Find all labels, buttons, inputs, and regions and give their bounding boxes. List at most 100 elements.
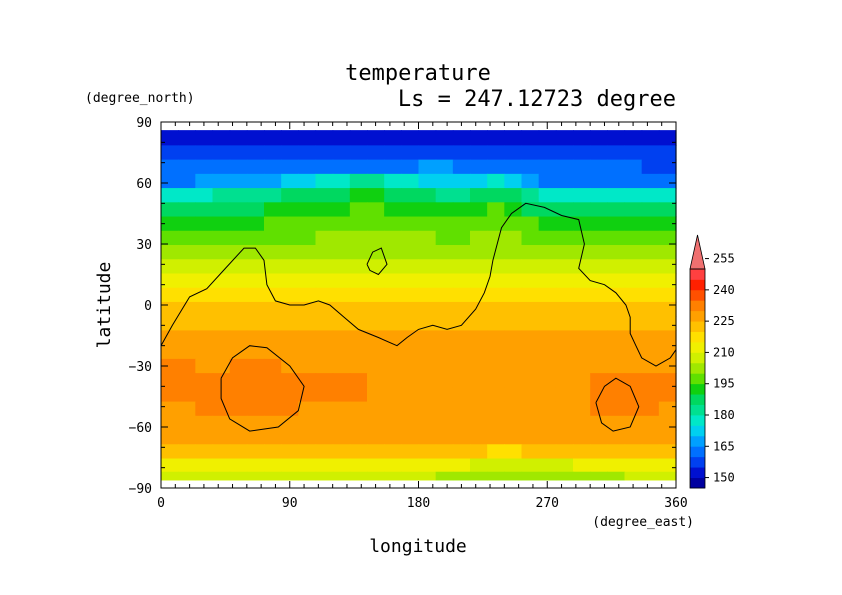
- x-tick-label: 90: [282, 496, 298, 511]
- heatmap-cell: [573, 159, 591, 175]
- heatmap-cell: [332, 316, 351, 332]
- heatmap-cell: [246, 159, 265, 175]
- heatmap-cell: [555, 245, 574, 260]
- heatmap-cell: [332, 216, 351, 232]
- heatmap-cell: [212, 216, 231, 232]
- heatmap-cell: [470, 471, 488, 481]
- heatmap-cell: [624, 245, 643, 260]
- heatmap-cell: [229, 202, 248, 218]
- heatmap-cell: [161, 330, 179, 346]
- heatmap-cell: [504, 230, 523, 246]
- heatmap-cell: [521, 344, 540, 360]
- heatmap-cell: [658, 159, 677, 175]
- heatmap-cell: [264, 444, 282, 460]
- heatmap-cell: [367, 273, 385, 289]
- heatmap-cell: [607, 130, 626, 146]
- heatmap-cell: [178, 287, 196, 303]
- chart-subtitle: Ls = 247.12723 degree: [398, 87, 676, 112]
- heatmap-cell: [401, 458, 420, 473]
- heatmap-cell: [298, 287, 317, 303]
- heatmap-cell: [418, 358, 437, 374]
- heatmap-cell: [264, 458, 282, 473]
- heatmap-cell: [281, 202, 299, 218]
- heatmap-cell: [195, 273, 214, 289]
- heatmap-cell: [229, 188, 248, 203]
- heatmap-cell: [658, 401, 677, 417]
- heatmap-cell: [555, 145, 574, 161]
- y-tick-label: 30: [136, 238, 152, 253]
- heatmap-cell: [246, 188, 265, 203]
- heatmap-cell: [332, 159, 351, 175]
- heatmap-cell: [573, 273, 591, 289]
- heatmap-cell: [349, 401, 368, 417]
- colorbar-tick-label: 180: [713, 408, 735, 422]
- heatmap-cell: [367, 358, 385, 374]
- heatmap-cell: [349, 471, 368, 481]
- heatmap-cell: [573, 373, 591, 388]
- heatmap-cell: [418, 301, 437, 317]
- heatmap-cell: [178, 471, 196, 481]
- heatmap-cell: [178, 202, 196, 218]
- heatmap-field: [161, 130, 677, 481]
- heatmap-cell: [161, 159, 179, 175]
- heatmap-cell: [315, 458, 334, 473]
- heatmap-cell: [401, 471, 420, 481]
- heatmap-cell: [573, 458, 591, 473]
- heatmap-cell: [418, 145, 437, 161]
- heatmap-cell: [504, 287, 523, 303]
- heatmap-cell: [470, 344, 488, 360]
- heatmap-cell: [367, 216, 385, 232]
- heatmap-cell: [384, 458, 402, 473]
- heatmap-cell: [607, 159, 626, 175]
- colorbar-segment: [690, 289, 705, 301]
- heatmap-cell: [470, 259, 488, 275]
- heatmap-cell: [470, 245, 488, 260]
- heatmap-cell: [264, 230, 282, 246]
- heatmap-cell: [315, 259, 334, 275]
- heatmap-cell: [470, 415, 488, 431]
- heatmap-cell: [504, 387, 523, 403]
- colorbar-tick-label: 165: [713, 439, 735, 453]
- heatmap-cell: [504, 273, 523, 289]
- heatmap-cell: [246, 230, 265, 246]
- heatmap-cell: [470, 130, 488, 146]
- heatmap-cell: [624, 202, 643, 218]
- heatmap-cell: [384, 287, 402, 303]
- heatmap-cell: [281, 373, 299, 388]
- heatmap-cell: [487, 202, 505, 218]
- heatmap-cell: [624, 188, 643, 203]
- heatmap-cell: [401, 330, 420, 346]
- heatmap-cell: [573, 245, 591, 260]
- heatmap-cell: [538, 216, 557, 232]
- heatmap-cell: [281, 145, 299, 161]
- heatmap-cell: [435, 188, 454, 203]
- heatmap-cell: [212, 159, 231, 175]
- heatmap-cell: [452, 287, 471, 303]
- heatmap-cell: [607, 316, 626, 332]
- heatmap-cell: [521, 287, 540, 303]
- heatmap-cell: [418, 230, 437, 246]
- heatmap-cell: [315, 159, 334, 175]
- heatmap-cell: [367, 401, 385, 417]
- heatmap-cell: [658, 287, 677, 303]
- heatmap-cell: [590, 373, 608, 388]
- heatmap-cell: [641, 202, 660, 218]
- heatmap-cell: [246, 245, 265, 260]
- heatmap-cell: [384, 415, 402, 431]
- heatmap-cell: [607, 430, 626, 445]
- heatmap-cell: [452, 245, 471, 260]
- heatmap-cell: [229, 330, 248, 346]
- heatmap-cell: [178, 173, 196, 189]
- heatmap-cell: [658, 415, 677, 431]
- heatmap-cell: [332, 230, 351, 246]
- heatmap-cell: [435, 301, 454, 317]
- heatmap-cell: [349, 273, 368, 289]
- heatmap-cell: [161, 188, 179, 203]
- heatmap-cell: [367, 373, 385, 388]
- heatmap-cell: [624, 444, 643, 460]
- heatmap-cell: [590, 130, 608, 146]
- heatmap-cell: [487, 245, 505, 260]
- heatmap-cell: [641, 316, 660, 332]
- heatmap-cell: [658, 444, 677, 460]
- heatmap-cell: [315, 273, 334, 289]
